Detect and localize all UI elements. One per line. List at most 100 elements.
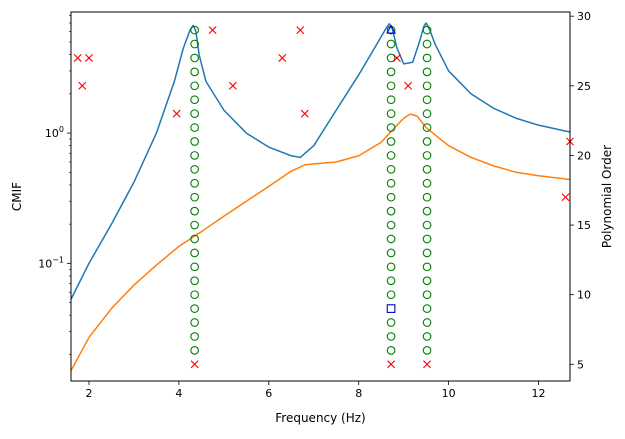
stable-circle-marker [386,164,396,174]
stable-circle-marker [386,123,396,132]
unstable-x-marker [73,53,82,62]
stable-circle-marker [190,332,199,341]
stable-circle-marker [386,318,396,327]
stable-circle-marker [190,178,199,188]
stable-circle-marker [422,332,432,341]
stable-circle-marker [386,234,396,244]
stable-circle-marker [190,95,199,105]
stable-circle-marker [190,248,199,258]
y-right-tick-label: 30 [577,10,591,23]
stable-circle-marker [422,248,432,258]
unstable-x-marker [387,360,396,369]
unstable-x-marker [278,53,287,62]
stable-circle-marker [422,346,432,355]
triangle-marker [386,24,396,34]
axis-layer: 2 4 6 8 10 12 10−1 100 5 10 15 20 25 30 [38,10,591,400]
stable-circle-marker [386,262,396,272]
y-left-tick-label: 100 [45,125,64,140]
stable-circle-marker [386,290,396,300]
stable-circle-marker [190,234,199,244]
stable-circle-marker [190,318,199,327]
stable-circle-marker [190,137,199,146]
stable-circle-marker [190,123,199,132]
plot-frame [70,11,571,382]
stable-circle-marker [422,192,432,202]
unstable-x-marker [423,360,432,369]
stable-circle-marker [190,109,199,118]
x-tick-label: 12 [532,387,546,400]
square-marker [386,304,396,313]
stable-circle-marker [386,248,396,258]
stable-circle-marker [386,53,396,63]
marker-layer [73,24,574,369]
stable-circle-marker [386,109,396,118]
stable-circle-marker [386,276,396,286]
stable-circle-marker [422,318,432,327]
y-right-tick-label: 25 [577,80,591,93]
series-line-2 [71,113,570,372]
stable-circle-marker [386,39,396,49]
y-right-tick-label: 10 [577,289,591,302]
x-tick-label: 10 [442,387,456,400]
x-tick-label: 4 [175,387,182,400]
stable-circle-marker [422,123,432,132]
y-axis-left-label: CMIF [10,182,24,211]
y-right-tick-label: 15 [577,219,591,232]
stable-circle-marker [190,220,199,230]
stable-circle-marker [422,262,432,272]
series-layer [71,22,570,372]
stable-circle-marker [386,151,396,160]
y-right-tick-label: 5 [577,358,584,371]
unstable-x-marker [404,81,413,90]
x-tick-label: 6 [265,387,272,400]
stable-circle-marker [190,67,199,77]
stable-circle-marker [386,81,396,91]
y-right-tick-label: 20 [577,149,591,162]
stable-circle-marker [386,178,396,188]
stable-circle-marker [422,276,432,286]
stable-circle-marker [386,137,396,146]
stable-circle-marker [422,290,432,300]
x-tick-label: 2 [85,387,92,400]
unstable-x-marker [561,193,570,202]
unstable-x-marker [392,53,401,62]
stable-circle-marker [422,220,432,230]
stable-circle-marker [422,164,432,174]
stable-circle-marker [190,346,199,355]
stable-circle-marker [190,206,199,216]
stable-circle-marker [422,178,432,188]
stable-circle-marker [190,192,199,202]
x-axis-label: Frequency (Hz) [275,411,366,425]
stable-circle-marker [422,39,432,49]
x-tick-label: 8 [355,387,362,400]
stable-circle-marker [190,290,199,300]
stable-circle-marker [190,53,199,63]
stable-circle-marker [386,67,396,77]
stable-circle-marker [386,192,396,202]
stable-circle-marker [422,206,432,216]
stable-circle-marker [422,25,432,35]
stable-circle-marker [190,81,199,91]
stable-circle-marker [190,151,199,160]
stable-circle-marker [190,25,199,35]
stable-circle-marker [422,304,432,313]
unstable-x-marker [172,109,181,118]
y-axis-right-label: Polynomial Order [600,145,614,248]
stable-circle-marker [422,234,432,244]
series-line-1 [71,22,570,300]
stable-circle-marker [422,81,432,91]
unstable-x-marker [300,109,309,118]
stable-circle-marker [422,109,432,118]
unstable-x-marker [78,81,87,90]
y-left-tick-label: 10−1 [38,255,64,270]
stable-circle-marker [386,95,396,105]
stable-circle-marker [190,39,199,49]
stable-circle-marker [386,346,396,355]
stable-circle-marker [422,151,432,160]
unstable-x-marker [190,360,199,369]
unstable-x-marker [208,26,217,35]
stable-circle-marker [422,95,432,105]
unstable-x-marker [84,53,93,62]
